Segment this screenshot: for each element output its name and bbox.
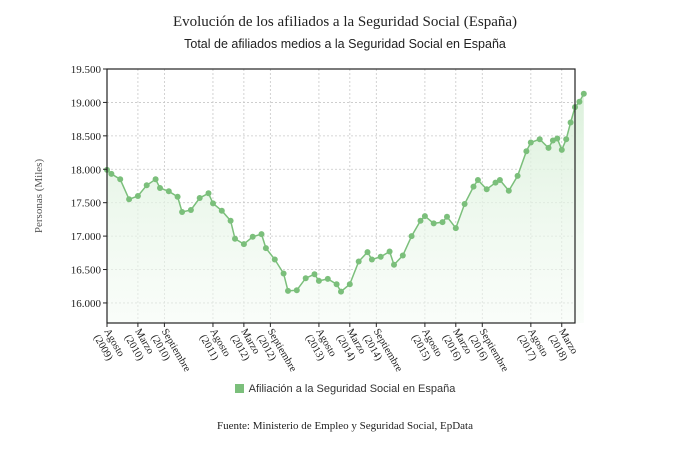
data-point[interactable] — [262, 245, 269, 252]
plot-frame — [106, 68, 576, 324]
x-tick-label: Agosto(2017) — [515, 327, 550, 365]
data-point[interactable] — [143, 182, 150, 189]
data-point[interactable] — [386, 248, 393, 255]
legend-label: Afiliación a la Seguridad Social en Espa… — [248, 383, 456, 395]
data-point[interactable] — [523, 148, 530, 155]
source-note: Fuente: Ministerio de Empleo y Seguridad… — [216, 420, 473, 432]
legend[interactable]: Afiliación a la Seguridad Social en Espa… — [0, 383, 690, 395]
data-point[interactable] — [421, 213, 428, 220]
data-point[interactable] — [324, 275, 331, 282]
data-point[interactable] — [461, 201, 468, 207]
y-tick-label: 17.500 — [71, 198, 102, 210]
data-point[interactable] — [452, 225, 459, 232]
x-tick-label: Agosto(2015) — [409, 327, 444, 365]
y-tick-label: 19.000 — [71, 97, 102, 109]
x-tick-label: Septiembre(2012) — [254, 327, 298, 380]
data-point[interactable] — [567, 119, 574, 126]
data-point[interactable] — [346, 281, 353, 288]
data-point[interactable] — [545, 144, 552, 151]
data-point[interactable] — [576, 98, 583, 105]
x-tick-label: Marzo(2014) — [334, 327, 368, 363]
data-point[interactable] — [134, 193, 141, 199]
data-point[interactable] — [108, 170, 115, 177]
data-point[interactable] — [293, 287, 300, 294]
data-point[interactable] — [205, 190, 212, 197]
x-tick-label: Septiembre(2016) — [466, 327, 510, 380]
data-point[interactable] — [377, 253, 384, 260]
legend-swatch — [234, 384, 244, 393]
data-point[interactable] — [240, 241, 247, 248]
data-point[interactable] — [218, 207, 225, 214]
data-point[interactable] — [474, 177, 481, 183]
data-point[interactable] — [227, 217, 234, 224]
y-tick-label: 17.000 — [71, 231, 102, 243]
data-point[interactable] — [280, 270, 287, 277]
data-point[interactable] — [430, 220, 437, 227]
data-point[interactable] — [258, 231, 265, 238]
data-point[interactable] — [187, 207, 194, 213]
data-point[interactable] — [368, 256, 375, 263]
x-tick-label: Marzo(2018) — [546, 327, 580, 363]
data-point[interactable] — [444, 213, 450, 220]
x-tick-label: Agosto(2013) — [303, 327, 338, 365]
data-point[interactable] — [271, 256, 278, 263]
data-point[interactable] — [196, 195, 203, 201]
data-point[interactable] — [179, 209, 186, 215]
data-point[interactable] — [558, 146, 565, 153]
data-point[interactable] — [399, 252, 406, 259]
x-axis-ticks: Agosto(2009) Marzo(2010) Septiembre(2010) A… — [91, 323, 580, 380]
data-point[interactable] — [470, 183, 477, 190]
y-tick-label: 18.000 — [71, 164, 102, 176]
series-area — [107, 93, 584, 323]
data-point[interactable] — [152, 176, 159, 183]
data-point[interactable] — [249, 233, 256, 240]
data-point[interactable] — [311, 271, 318, 278]
chart-title: Evolución de los afiliados a la Segurida… — [172, 14, 518, 30]
x-tick-label: Marzo(2010) — [122, 327, 156, 363]
data-point[interactable] — [391, 261, 397, 268]
data-point[interactable] — [580, 90, 587, 97]
data-point[interactable] — [210, 200, 216, 207]
data-point[interactable] — [165, 188, 172, 195]
y-tick-label: 19.500 — [71, 64, 102, 76]
series-points — [104, 90, 587, 295]
data-point[interactable] — [315, 277, 322, 284]
y-tick-label: 18.500 — [71, 131, 102, 143]
data-point[interactable] — [505, 187, 512, 194]
x-tick-label: Septiembre(2010) — [148, 327, 192, 380]
data-point[interactable] — [492, 179, 499, 186]
data-point[interactable] — [338, 288, 344, 295]
data-point[interactable] — [514, 172, 521, 179]
data-point[interactable] — [355, 258, 362, 265]
y-axis-ticks: 16.000 16.500 17.000 17.500 18.000 18.500 19.0… — [71, 64, 107, 310]
data-point[interactable] — [285, 287, 291, 294]
data-point[interactable] — [563, 136, 570, 143]
data-point[interactable] — [408, 233, 415, 240]
data-point[interactable] — [439, 219, 446, 226]
data-point[interactable] — [364, 249, 371, 256]
x-tick-label: Agosto(2009) — [91, 327, 126, 365]
data-point[interactable] — [174, 193, 181, 200]
data-point[interactable] — [417, 217, 424, 224]
chart-subtitle: Total de afiliados medios a la Seguridad… — [184, 37, 506, 51]
x-tick-label: Septiembre(2014) — [360, 327, 404, 380]
x-tick-label: Marzo(2016) — [440, 327, 474, 363]
x-tick-label: Agosto(2011) — [197, 327, 232, 365]
data-point[interactable] — [117, 176, 124, 183]
data-point[interactable] — [232, 235, 238, 242]
data-point[interactable] — [157, 185, 163, 191]
x-tick-label: Marzo(2012) — [228, 327, 262, 363]
data-point[interactable] — [302, 275, 309, 282]
data-point[interactable] — [527, 139, 534, 146]
y-tick-label: 16.500 — [71, 265, 102, 277]
y-tick-label: 16.000 — [71, 298, 102, 310]
data-point[interactable] — [536, 136, 543, 143]
data-point[interactable] — [333, 281, 340, 288]
data-point[interactable] — [496, 177, 503, 183]
data-point[interactable] — [126, 196, 133, 203]
data-point[interactable] — [554, 135, 561, 142]
data-point[interactable] — [483, 186, 490, 193]
